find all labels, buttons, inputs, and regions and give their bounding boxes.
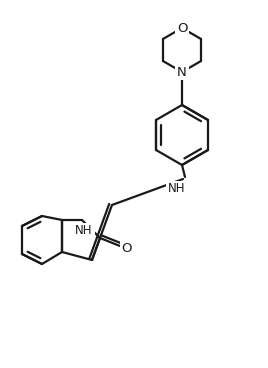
Text: NH: NH — [168, 183, 186, 195]
Text: NH: NH — [75, 224, 93, 237]
Text: O: O — [122, 243, 132, 255]
Text: N: N — [177, 66, 187, 78]
Text: O: O — [177, 21, 187, 35]
